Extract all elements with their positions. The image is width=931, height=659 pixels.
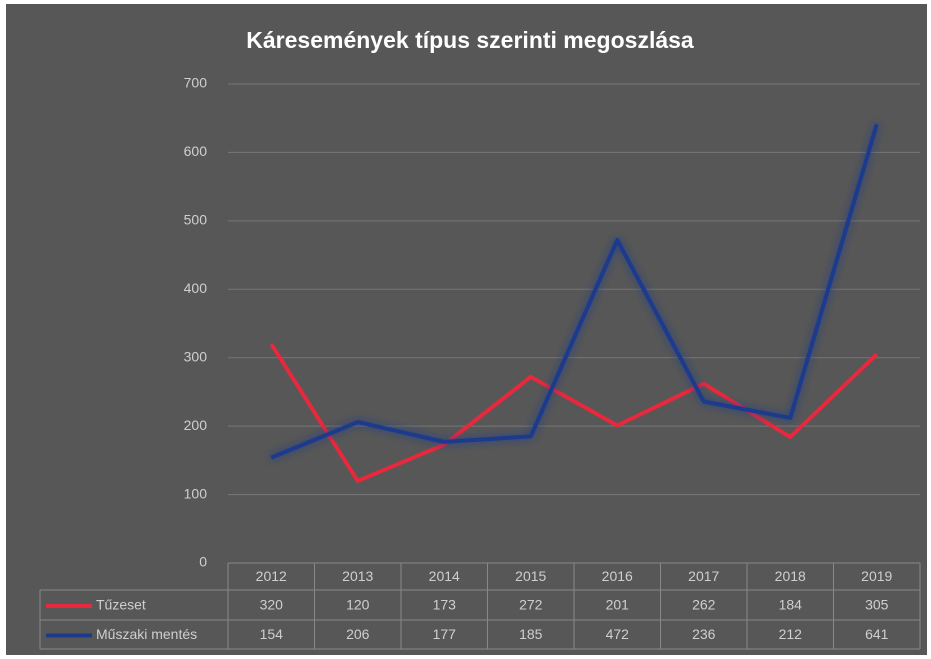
table-value: 120 (346, 597, 370, 613)
y-tick-label: 700 (184, 75, 208, 91)
y-tick-label: 200 (184, 417, 208, 433)
x-tick-label: 2012 (256, 568, 287, 584)
chart-background (6, 4, 927, 655)
table-value: 154 (260, 626, 284, 642)
legend-label: Tűzeset (96, 597, 146, 613)
table-value: 272 (519, 597, 543, 613)
x-tick-label: 2019 (861, 568, 892, 584)
table-value: 305 (865, 597, 889, 613)
x-tick-label: 2015 (515, 568, 546, 584)
y-tick-label: 500 (184, 212, 208, 228)
chart-title: Káresemények típus szerinti megoszlása (246, 27, 694, 53)
table-value: 184 (779, 597, 803, 613)
table-value: 177 (433, 626, 457, 642)
table-value: 185 (519, 626, 543, 642)
legend-label: Műszaki mentés (96, 626, 197, 642)
series-line (269, 342, 879, 483)
y-tick-label: 400 (184, 280, 208, 296)
table-value: 472 (606, 626, 630, 642)
series-line (270, 123, 879, 460)
table-value: 262 (692, 597, 716, 613)
x-tick-label: 2013 (342, 568, 373, 584)
table-value: 201 (606, 597, 630, 613)
y-tick-label: 600 (184, 143, 208, 159)
table-value: 320 (260, 597, 284, 613)
table-value: 173 (433, 597, 457, 613)
y-tick-label: 0 (199, 554, 207, 570)
x-tick-label: 2018 (775, 568, 806, 584)
table-value: 641 (865, 626, 889, 642)
table-value: 212 (779, 626, 803, 642)
y-tick-label: 100 (184, 485, 208, 501)
table-value: 236 (692, 626, 716, 642)
table-value: 206 (346, 626, 370, 642)
x-tick-label: 2014 (429, 568, 460, 584)
x-tick-label: 2016 (602, 568, 633, 584)
y-tick-label: 300 (184, 348, 208, 364)
x-tick-label: 2017 (688, 568, 719, 584)
